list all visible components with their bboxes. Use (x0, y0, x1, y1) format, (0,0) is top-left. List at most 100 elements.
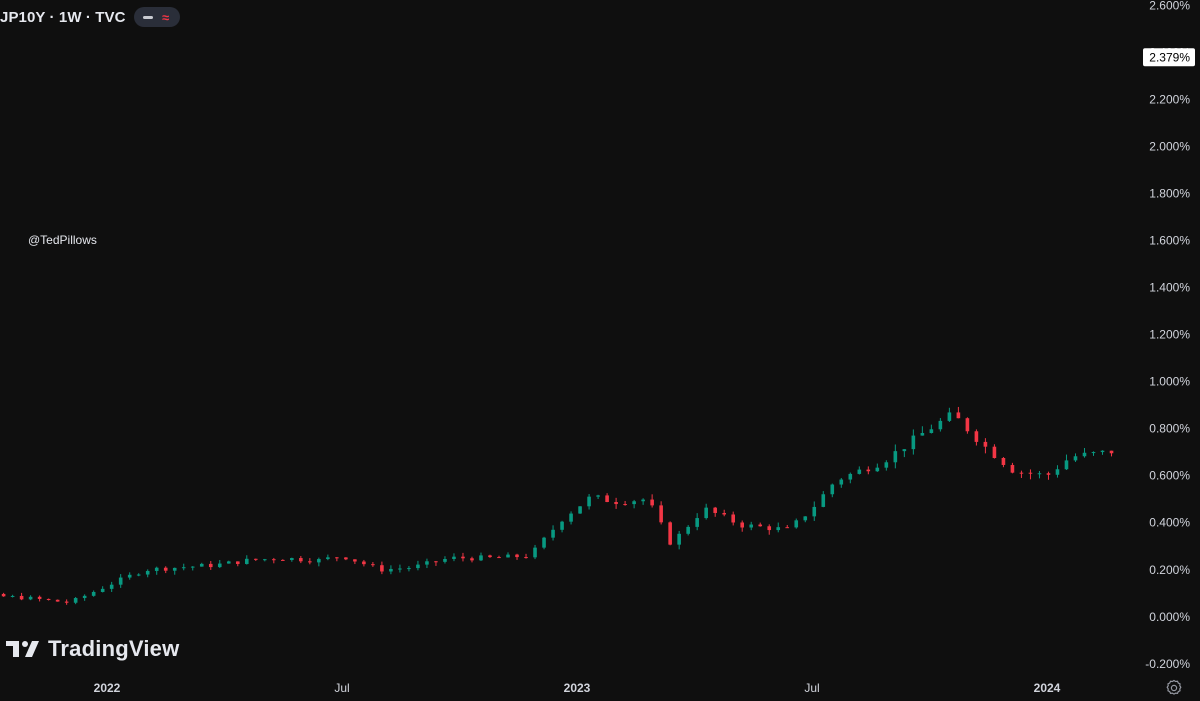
candle-body (488, 555, 492, 558)
candle-body (317, 559, 321, 563)
candle-body (64, 601, 69, 603)
candle-body (650, 499, 654, 506)
candle-body (551, 529, 555, 538)
candle-body (866, 469, 871, 472)
candle-body (272, 559, 276, 561)
candle-body (839, 479, 844, 485)
candle-body (254, 558, 258, 560)
candle-body (623, 504, 627, 506)
candle-body (992, 446, 997, 459)
candle-body (848, 473, 853, 480)
candle-body (1001, 458, 1006, 465)
candle-body (407, 568, 411, 570)
candle-body (893, 451, 898, 463)
candle-body (172, 567, 177, 571)
last-price-box (1143, 48, 1195, 67)
candle-body (686, 526, 690, 534)
candle-body (235, 561, 240, 564)
candle-body (497, 557, 501, 559)
candle-body (380, 565, 384, 572)
candle-body (587, 496, 591, 507)
candle-body (308, 561, 312, 563)
candle-body (217, 563, 222, 568)
y-tick-label: 0.000% (1149, 610, 1190, 624)
candle-body (524, 557, 528, 559)
candle-body (452, 556, 456, 559)
tradingview-brand[interactable]: TradingView (6, 636, 179, 662)
approx-icon[interactable]: ≈ (161, 9, 170, 25)
candle-body (371, 564, 375, 566)
candle-body (1046, 473, 1051, 475)
candle-body (767, 526, 772, 531)
candle-body (1082, 452, 1087, 457)
candle-body (163, 567, 168, 571)
candle-body (1073, 456, 1078, 461)
chart-mode-pill[interactable]: ≈ (133, 7, 180, 27)
candle-body (938, 420, 943, 430)
candle-body (362, 561, 366, 565)
candle-body (803, 516, 808, 521)
candle-body (100, 588, 105, 592)
last-price-label: 2.379% (1149, 50, 1190, 64)
candle-body (109, 584, 114, 589)
candle-body (335, 557, 339, 559)
candle-body (226, 561, 231, 564)
candle-body (578, 506, 582, 514)
y-tick-label: 1.400% (1149, 281, 1190, 295)
candle-body (353, 559, 357, 562)
candle-body (677, 533, 681, 545)
candle-body (118, 577, 123, 585)
y-tick-label: 1.800% (1149, 186, 1190, 200)
candle-body (46, 598, 51, 600)
candle-body (695, 518, 699, 527)
candle-body (28, 596, 33, 600)
candle-body (794, 520, 799, 528)
candle-body (1019, 472, 1024, 474)
candle-body (479, 555, 483, 561)
candle-body (785, 527, 790, 529)
settings-icon[interactable] (1165, 679, 1183, 697)
candle-body (91, 591, 96, 596)
candle-body (605, 495, 609, 502)
chart-header: JP10Y · 1W · TVC ≈ (0, 6, 180, 28)
candle-body (244, 558, 249, 564)
candle-body (1, 593, 6, 597)
candle-body (920, 433, 925, 436)
candle-body (389, 568, 393, 572)
candle-body (569, 513, 573, 522)
y-tick-label: 1.200% (1149, 328, 1190, 342)
candle-body (190, 566, 195, 568)
candle-body (37, 596, 42, 599)
candle-body (1091, 452, 1096, 454)
candle-body (344, 557, 348, 560)
candle-body (956, 412, 961, 419)
y-tick-label: 2.200% (1149, 92, 1190, 106)
candle-body (632, 501, 636, 505)
y-tick-label: 1.600% (1149, 233, 1190, 247)
y-tick-label: -0.200% (1145, 657, 1190, 671)
candle-body (416, 564, 420, 569)
candle-body (1064, 460, 1069, 470)
y-tick-label: 0.200% (1149, 563, 1190, 577)
candle-body (947, 412, 952, 421)
candle-body (145, 570, 150, 575)
candle-body (884, 462, 889, 468)
symbol-title[interactable]: JP10Y · 1W · TVC (0, 8, 126, 26)
y-tick-label: 0.400% (1149, 516, 1190, 530)
y-tick-label: 2.000% (1149, 139, 1190, 153)
minus-icon[interactable] (140, 11, 156, 23)
candle-body (902, 449, 907, 452)
candle-body (875, 467, 880, 472)
candle-body (1109, 450, 1114, 454)
candle-body (776, 527, 781, 531)
x-tick-label: 2023 (564, 681, 591, 695)
candle-body (533, 547, 537, 558)
candle-body (434, 561, 438, 563)
candle-body (704, 507, 708, 519)
candle-body (1028, 472, 1033, 474)
candle-body (425, 561, 429, 565)
x-tick-label: 2022 (94, 681, 121, 695)
y-tick-label: 2.600% (1149, 0, 1190, 12)
